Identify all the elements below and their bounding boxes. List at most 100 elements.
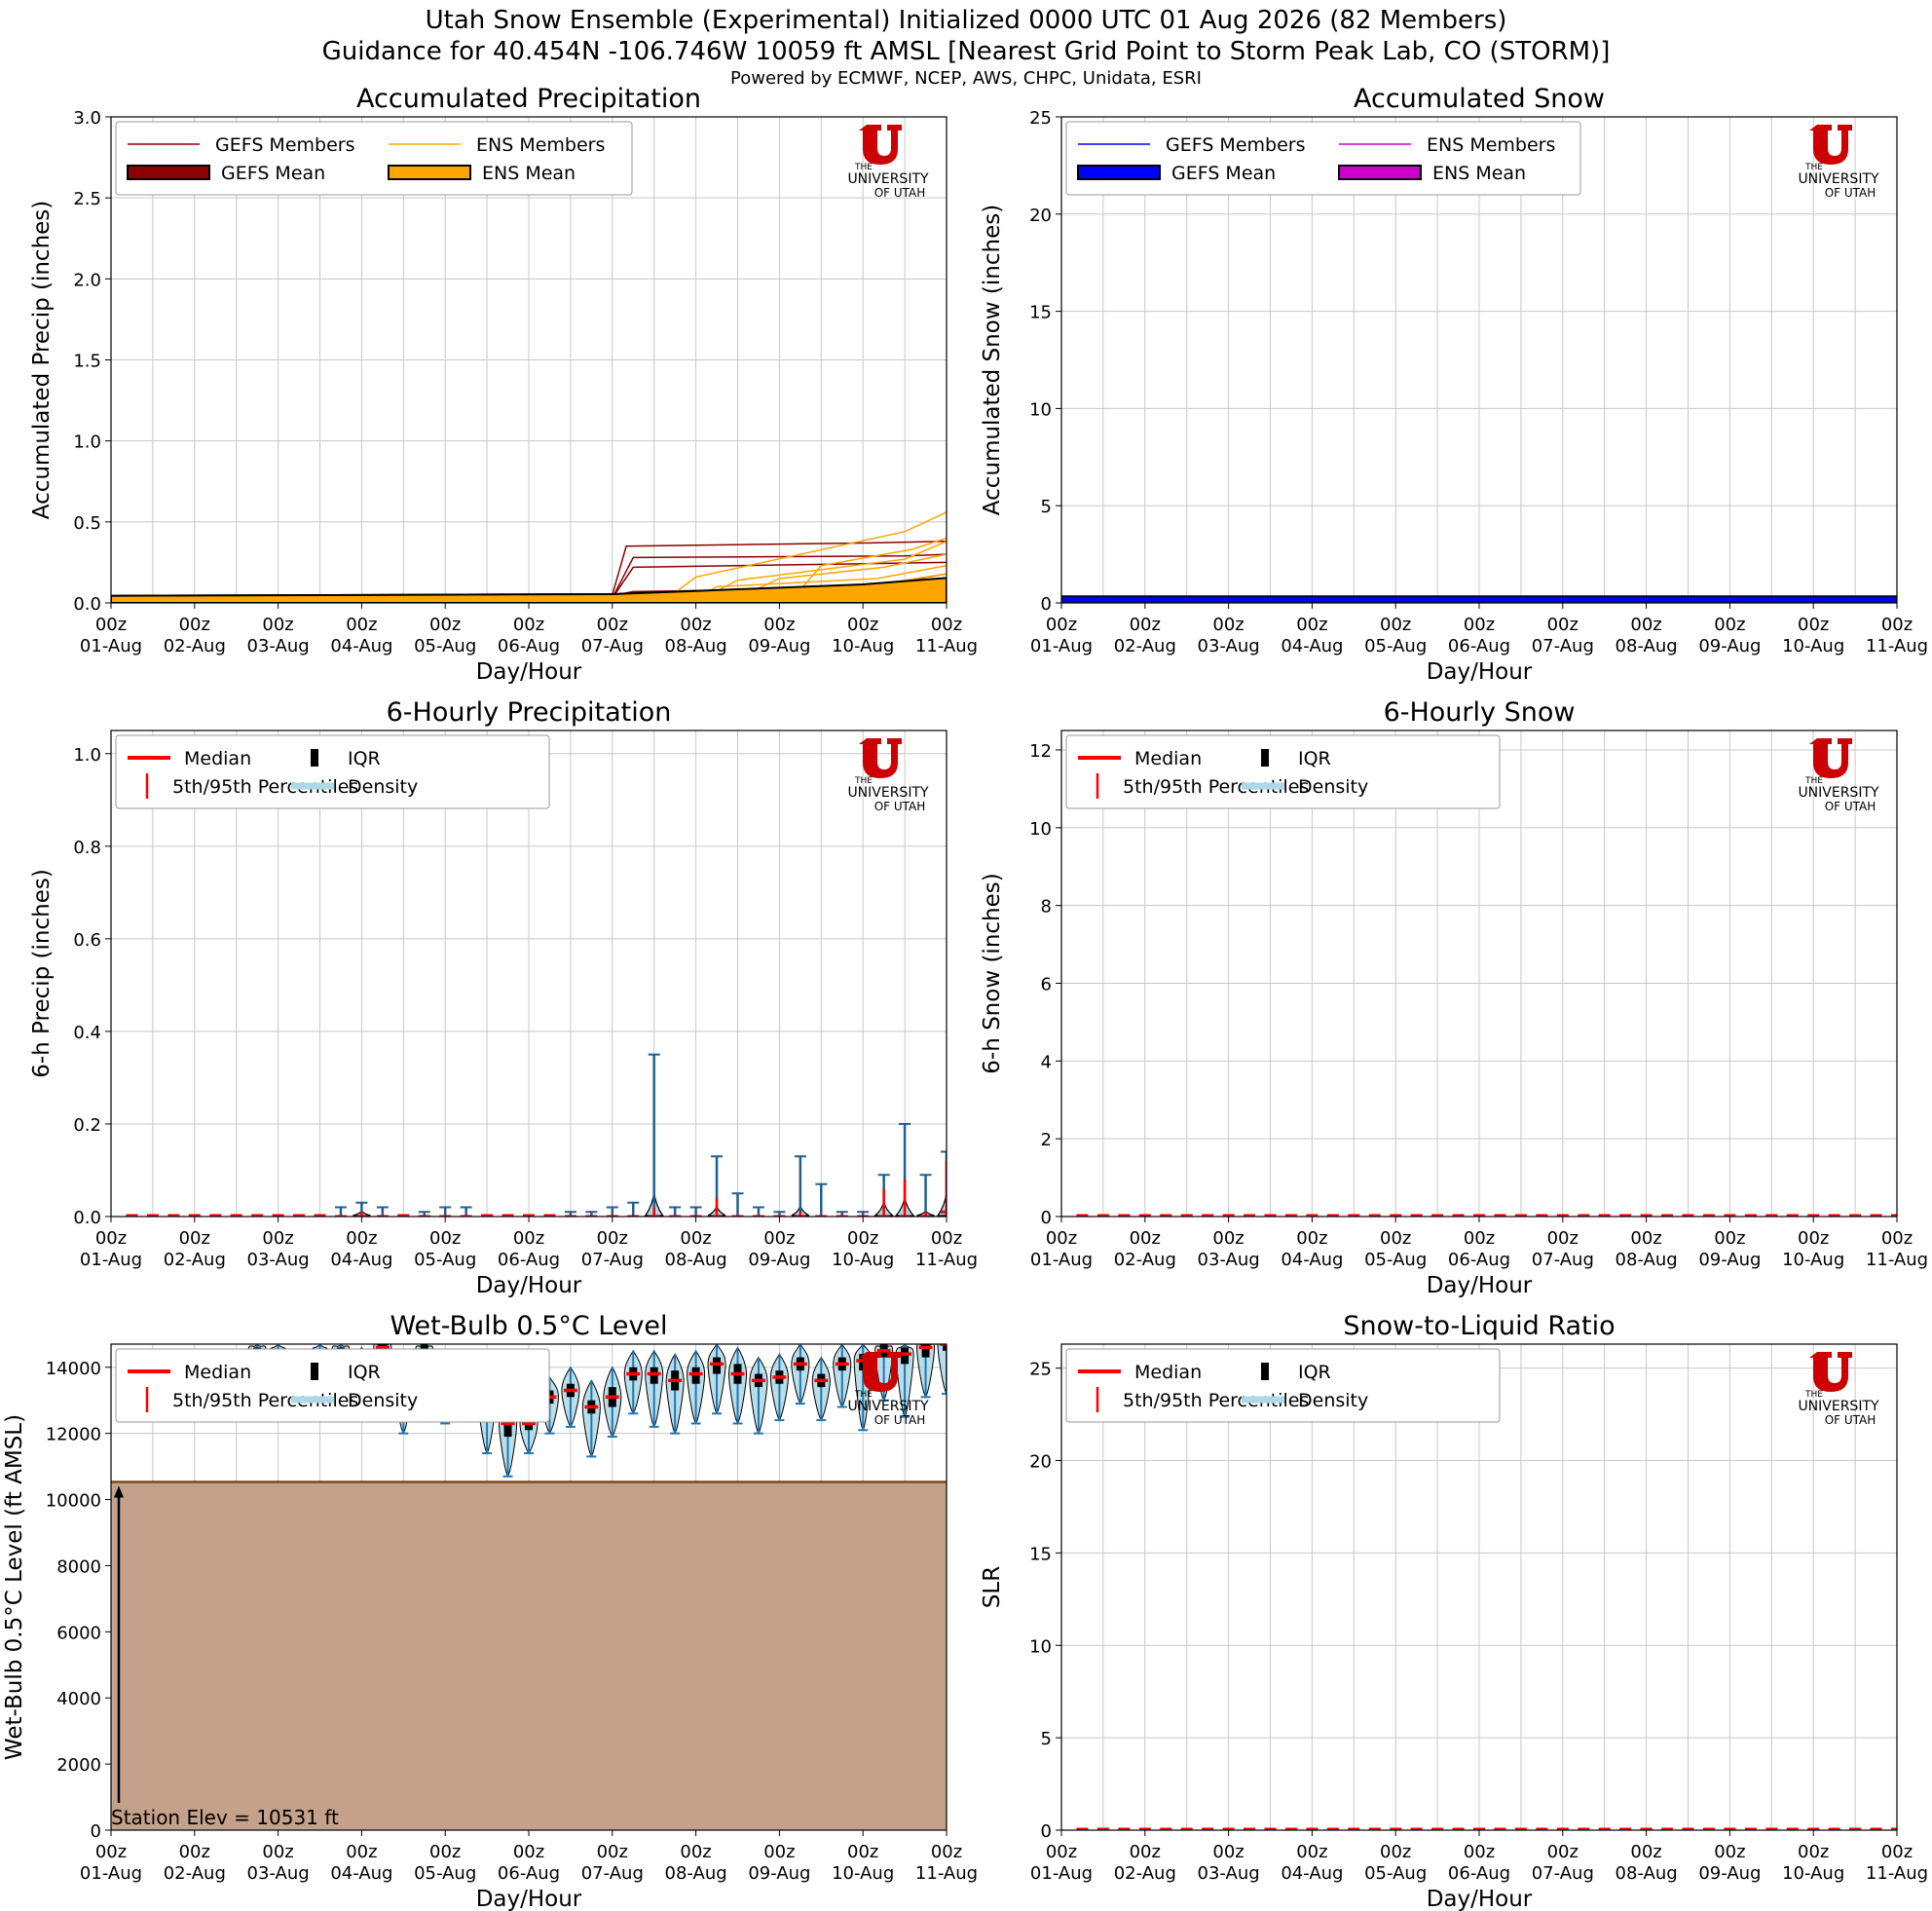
x-tick-day-label: 11-Aug: [915, 1863, 978, 1884]
x-tick-day-label: 02-Aug: [1114, 1863, 1176, 1884]
logo-line1: THE: [1804, 776, 1823, 786]
x-tick-day-label: 08-Aug: [665, 1250, 727, 1270]
logo-u-icon: [1809, 125, 1852, 165]
y-tick-label: 4000: [56, 1689, 101, 1709]
y-tick-label: 6: [1041, 974, 1052, 994]
x-tick-day-label: 06-Aug: [498, 1250, 560, 1270]
legend-swatch: [1261, 1363, 1269, 1380]
logo-line3: OF UTAH: [874, 800, 926, 813]
logo-line2: UNIVERSITY: [1798, 171, 1879, 187]
chart-title: 6-Hourly Precipitation: [387, 697, 672, 728]
violin-mark: [439, 1206, 452, 1217]
x-tick-hour-label: 00z: [680, 1842, 711, 1862]
y-axis-label: Accumulated Snow (inches): [980, 205, 1005, 515]
violin-mark: [916, 1174, 935, 1217]
x-tick-hour-label: 00z: [1046, 1228, 1077, 1249]
x-tick-day-label: 06-Aug: [498, 636, 560, 656]
x-tick-day-label: 08-Aug: [665, 1863, 727, 1884]
violin-mark: [936, 1150, 947, 1217]
x-tick-hour-label: 00z: [1464, 1842, 1495, 1862]
x-tick-hour-label: 00z: [1714, 1228, 1745, 1249]
x-tick-day-label: 09-Aug: [748, 636, 810, 656]
x-tick-day-label: 02-Aug: [1114, 1250, 1176, 1270]
logo-u-icon: [859, 1352, 902, 1392]
violin-mark: [815, 1182, 828, 1217]
x-tick-day-label: 04-Aug: [330, 1250, 392, 1270]
violin-mark: [836, 1211, 848, 1217]
x-tick-hour-label: 00z: [1380, 615, 1411, 635]
violin-density: [936, 1192, 947, 1217]
x-tick-day-label: 04-Aug: [330, 636, 392, 656]
x-tick-day-label: 11-Aug: [1866, 1250, 1928, 1270]
logo-u-icon: [859, 738, 902, 778]
chart-title: Snow-to-Liquid Ratio: [1343, 1311, 1615, 1341]
x-tick-day-label: 11-Aug: [1866, 1863, 1928, 1884]
y-tick-label: 2: [1041, 1130, 1052, 1150]
y-tick-label: 2.0: [73, 270, 101, 290]
chart-legend: GEFS Members GEFS Mean ENS Members ENS Mean: [115, 121, 633, 196]
legend-swatch: [1077, 165, 1161, 180]
violin-mark: [644, 1053, 664, 1217]
y-tick-label: 15: [1029, 1544, 1052, 1564]
x-tick-day-label: 06-Aug: [1448, 1250, 1510, 1270]
x-tick-hour-label: 00z: [513, 1228, 544, 1249]
violin-mark: [833, 1344, 852, 1408]
legend-frame: [1065, 734, 1501, 809]
violin-mark: [689, 1206, 702, 1217]
logo-line3: OF UTAH: [874, 1413, 926, 1427]
y-tick-label: 20: [1029, 206, 1052, 226]
x-axis-label: Day/Hour: [1427, 659, 1533, 685]
y-tick-label: 2.5: [73, 189, 101, 209]
x-tick-hour-label: 00z: [1630, 1228, 1661, 1249]
x-tick-hour-label: 00z: [1464, 615, 1495, 635]
violin-mark: [857, 1211, 870, 1217]
y-tick-label: 0.0: [73, 594, 101, 615]
x-tick-hour-label: 00z: [262, 615, 293, 635]
x-tick-hour-label: 00z: [513, 615, 544, 635]
violin-mark: [353, 1201, 371, 1217]
x-tick-hour-label: 00z: [847, 615, 878, 635]
x-tick-hour-label: 00z: [597, 1228, 628, 1249]
x-tick-day-label: 03-Aug: [1198, 636, 1260, 656]
x-tick-hour-label: 00z: [1212, 1228, 1244, 1249]
violin-mark: [564, 1211, 576, 1217]
x-tick-hour-label: 00z: [931, 615, 962, 635]
x-axis-label: Day/Hour: [1427, 1273, 1533, 1298]
violin-mark: [334, 1206, 347, 1217]
chart-legend: GEFS Members GEFS Mean ENS Members ENS Mean: [1065, 121, 1581, 196]
x-tick-hour-label: 00z: [346, 1228, 377, 1249]
x-tick-hour-label: 00z: [597, 615, 628, 635]
legend-label: IQR: [348, 748, 381, 769]
violin-mark: [687, 1349, 706, 1425]
x-tick-hour-label: 00z: [262, 1228, 293, 1249]
x-tick-hour-label: 00z: [1464, 1228, 1495, 1249]
x-tick-hour-label: 00z: [1212, 1842, 1244, 1862]
legend-swatch: [388, 165, 471, 180]
legend-label: 5th/95th Percentiles: [172, 776, 358, 798]
chart-panel-snow-6h: 6-Hourly Snow Median 5th/95th Percentiles I…: [980, 697, 1928, 1298]
legend-frame: [115, 1348, 550, 1423]
station-elev-label: Station Elev = 10531 ft: [111, 1806, 339, 1829]
y-tick-label: 0: [1041, 1208, 1052, 1228]
violin-mark: [623, 1349, 643, 1415]
legend-label: 5th/95th Percentiles: [1123, 776, 1309, 798]
x-tick-hour-label: 00z: [763, 615, 795, 635]
x-tick-day-label: 03-Aug: [247, 1863, 310, 1884]
violin-mark: [811, 1356, 831, 1422]
y-tick-label: 1.0: [73, 745, 101, 766]
plot-marks: [1061, 595, 1897, 603]
chart-panel-slr: Snow-to-Liquid Ratio Median 5th/95th Perce…: [980, 1311, 1928, 1911]
x-tick-hour-label: 00z: [95, 1842, 127, 1862]
x-tick-day-label: 03-Aug: [1198, 1250, 1260, 1270]
legend-label: ENS Mean: [482, 163, 576, 184]
x-tick-day-label: 04-Aug: [1281, 1250, 1343, 1270]
violin-iqr: [943, 1344, 947, 1351]
y-tick-label: 0.2: [73, 1115, 101, 1136]
x-tick-hour-label: 00z: [1046, 615, 1077, 635]
x-tick-hour-label: 00z: [1547, 615, 1579, 635]
x-tick-hour-label: 00z: [513, 1842, 544, 1862]
x-tick-day-label: 05-Aug: [414, 636, 476, 656]
violin-mark: [603, 1366, 622, 1439]
